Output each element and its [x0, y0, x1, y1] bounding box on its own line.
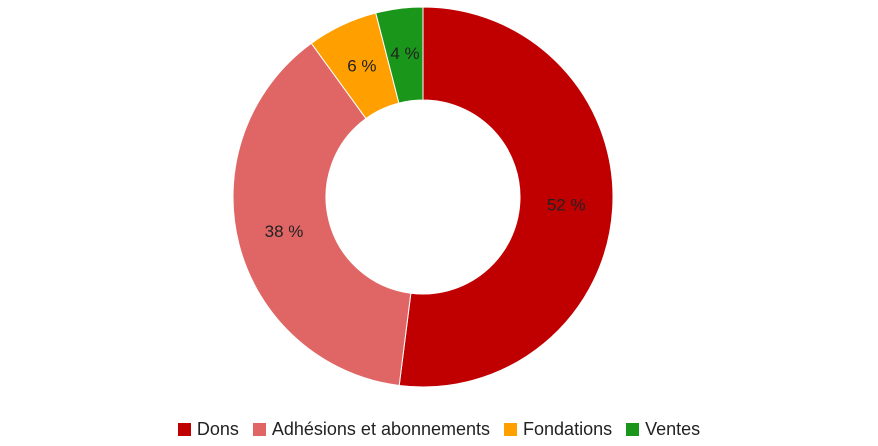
data-label: 4 % [390, 44, 419, 63]
legend-item: Dons [177, 419, 239, 440]
legend-label: Ventes [645, 419, 701, 439]
legend-item: Ventes [626, 419, 700, 440]
legend-swatch [626, 423, 640, 436]
legend-swatch [252, 423, 266, 436]
legend-item: Fondations [504, 419, 612, 440]
legend-swatch [504, 423, 518, 436]
chart: 52 % 38 % 6 % 4 % [232, 6, 614, 388]
legend-item: Adhésions et abonnements [252, 419, 491, 440]
legend-label: Fondations [523, 419, 613, 439]
legend-label: Dons [196, 419, 239, 439]
donut-segment [398, 6, 614, 388]
data-label: 6 % [347, 57, 376, 76]
legend: Dons Adhésions et abonnements Fondations Ve… [0, 419, 878, 440]
legend-swatch [177, 423, 191, 436]
data-label: 38 % [265, 222, 304, 241]
donut-segment [232, 42, 412, 387]
legend-label: Adhésions et abonnements [271, 419, 491, 439]
donut-segment [375, 6, 424, 104]
data-label: 52 % [547, 195, 586, 214]
